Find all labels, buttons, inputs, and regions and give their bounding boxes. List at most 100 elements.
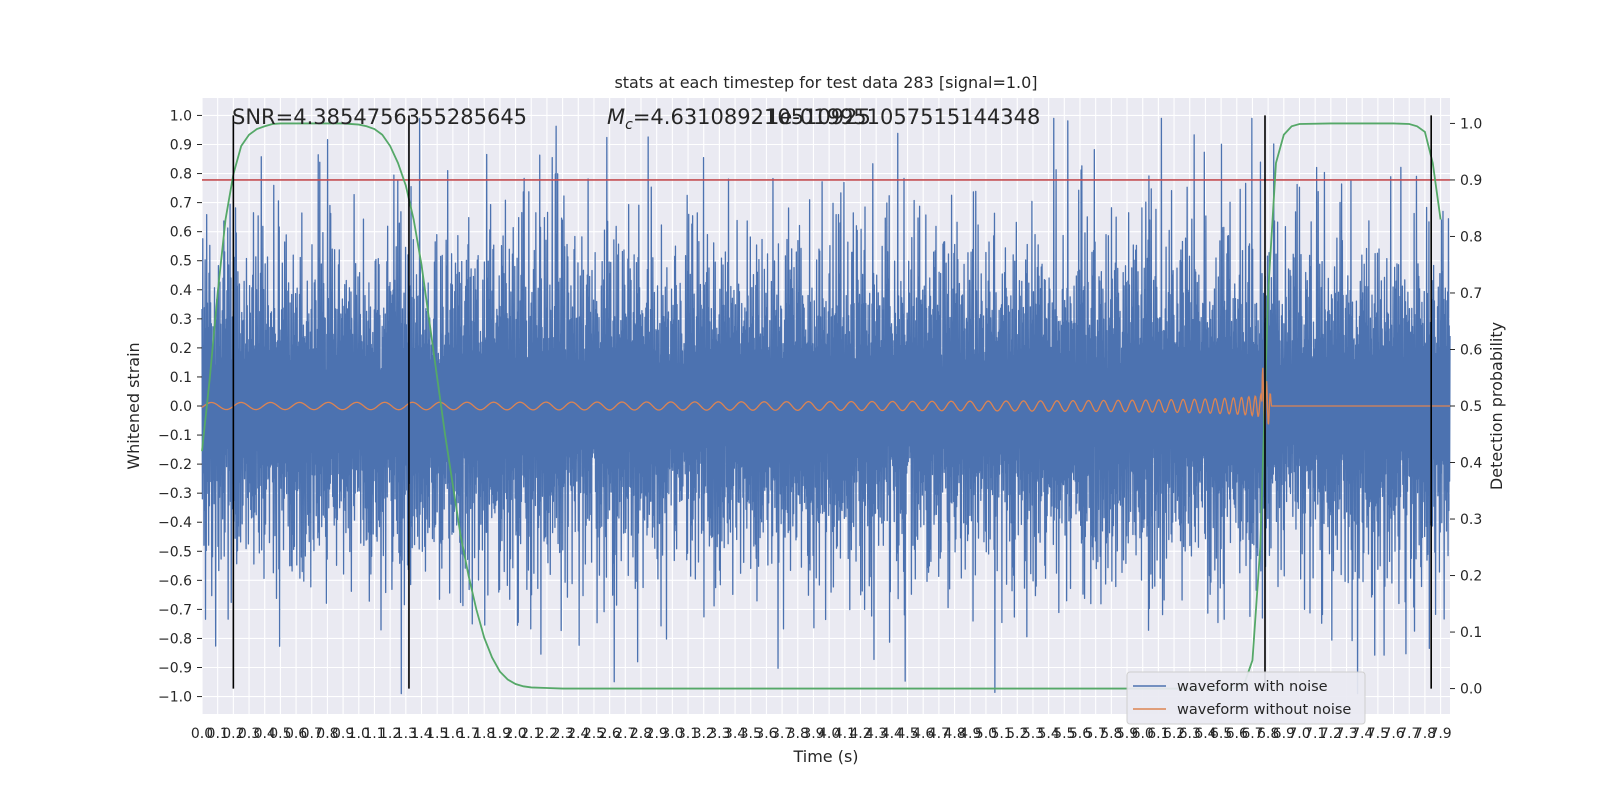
x-tick-label: 0.4 (254, 726, 276, 742)
y2-tick-label: 0.7 (1460, 286, 1482, 302)
y2-axis-ticks: 1.0 0.9 0.8 0.7 0.6 0.5 0.4 0.3 0.2 0.1 0.0 (1450, 116, 1482, 698)
x-tick-label: 1.9 (489, 726, 511, 742)
x-tick-label: 3.5 (740, 726, 762, 742)
y2-tick-label: 0.1 (1460, 625, 1482, 641)
x-tick-label: 6.4 (1194, 726, 1216, 742)
x-tick-label: 0.8 (316, 726, 338, 742)
x-tick-label: 1.7 (457, 726, 479, 742)
y-axis-ticks: 1.0 0.9 0.8 0.7 0.6 0.5 0.4 0.3 0.2 0.1 0.0 −0.1 −0.… (158, 108, 202, 706)
legend-label-noise: waveform with noise (1177, 679, 1328, 695)
x-axis-label: Time (s) (792, 747, 858, 766)
x-tick-label: 1.2 (379, 726, 401, 742)
x-tick-label: 3.0 (661, 726, 683, 742)
x-tick-label: 0.2 (222, 726, 244, 742)
clean-series (201, 367, 1450, 438)
x-tick-label: 4.0 (818, 726, 840, 742)
x-tick-label: 7.3 (1335, 726, 1357, 742)
y2-tick-label: 0.3 (1460, 512, 1482, 528)
y-tick-label: 0.8 (170, 167, 192, 183)
x-tick-label: 2.4 (567, 726, 589, 742)
x-tick-label: 4.7 (928, 726, 950, 742)
noise-series (201, 117, 1451, 695)
x-tick-label: 5.4 (1038, 726, 1060, 742)
noise-waveform-line (201, 117, 1451, 695)
x-tick-label: 1.1 (363, 726, 385, 742)
x-tick-label: 4.5 (896, 726, 918, 742)
x-tick-label: 3.8 (787, 726, 809, 742)
y-tick-label: 0.1 (170, 370, 192, 386)
x-tick-label: 7.8 (1414, 726, 1436, 742)
mc-value: =4.631089210510925 (633, 105, 871, 129)
x-tick-label: 6.2 (1163, 726, 1185, 742)
x-tick-label: 0.6 (285, 726, 307, 742)
x-tick-label: 7.5 (1367, 726, 1389, 742)
x-tick-label: 7.9 (1429, 726, 1451, 742)
mc-annotation: Mc=4.631089210510925 (607, 105, 871, 133)
x-tick-label: 4.9 (959, 726, 981, 742)
probability-series (201, 122, 1442, 690)
y-tick-label: −0.8 (158, 631, 192, 647)
snr-annotation: SNR=4.3854756355285645 (232, 105, 527, 129)
x-tick-label: 6.7 (1241, 726, 1263, 742)
x-tick-label: 0.0 (191, 726, 213, 742)
mc-subscript: c (625, 117, 633, 133)
x-tick-label: 5.9 (1116, 726, 1138, 742)
x-tick-label: 6.9 (1273, 726, 1295, 742)
x-tick-label: 4.2 (849, 726, 871, 742)
x-tick-label: 7.6 (1382, 726, 1404, 742)
x-tick-label: 6.8 (1257, 726, 1279, 742)
y2-tick-label: 0.0 (1460, 682, 1482, 698)
x-tick-label: 3.9 (802, 726, 824, 742)
x-tick-label: 1.3 (395, 726, 417, 742)
event-lines (232, 115, 1432, 689)
x-tick-label: 2.6 (599, 726, 621, 742)
x-tick-label: 3.3 (708, 726, 730, 742)
y-tick-label: −0.5 (158, 544, 192, 560)
y-axis-label: Whitened strain (124, 342, 143, 469)
legend: waveform with noise waveform without noi… (1126, 671, 1366, 725)
x-tick-label: 7.0 (1288, 726, 1310, 742)
x-tick-label: 5.2 (1006, 726, 1028, 742)
x-tick-label: 6.6 (1226, 726, 1248, 742)
y2-axis-label: Detection probability (1487, 322, 1506, 490)
x-tick-label: 1.5 (426, 726, 448, 742)
mc-symbol: M (607, 105, 625, 129)
x-tick-label: 3.7 (771, 726, 793, 742)
y-tick-label: 0.7 (170, 196, 192, 212)
x-tick-label: 2.9 (646, 726, 668, 742)
mc-overlap-annotation: 1e-019951057515144348 (766, 105, 1040, 129)
y-tick-label: −0.9 (158, 661, 192, 677)
y2-tick-label: 0.4 (1460, 456, 1482, 472)
x-tick-label: 1.8 (473, 726, 495, 742)
y-tick-label: −0.1 (158, 428, 192, 444)
x-tick-label: 7.1 (1304, 726, 1326, 742)
x-axis-ticks: 0.00.10.20.30.40.50.60.70.80.91.01.11.21… (191, 726, 1452, 742)
x-tick-label: 3.1 (677, 726, 699, 742)
x-tick-label: 0.3 (238, 726, 260, 742)
y-tick-label: −0.7 (158, 602, 192, 618)
x-tick-label: 7.4 (1351, 726, 1373, 742)
y2-tick-label: 0.2 (1460, 569, 1482, 585)
y-tick-label: −0.6 (158, 573, 192, 589)
y-tick-label: 0.0 (170, 399, 192, 415)
x-tick-label: 6.5 (1210, 726, 1232, 742)
x-tick-label: 1.0 (348, 726, 370, 742)
y-tick-label: 0.3 (170, 312, 192, 328)
x-tick-label: 2.7 (614, 726, 636, 742)
x-tick-label: 2.0 (504, 726, 526, 742)
y2-tick-label: 0.8 (1460, 229, 1482, 245)
y2-tick-label: 0.6 (1460, 342, 1482, 358)
y2-tick-label: 1.0 (1460, 116, 1482, 132)
x-tick-label: 0.9 (332, 726, 354, 742)
y-tick-label: 0.4 (170, 283, 192, 299)
x-tick-label: 4.8 (943, 726, 965, 742)
x-tick-label: 2.2 (536, 726, 558, 742)
y2-tick-label: 0.9 (1460, 173, 1482, 189)
x-tick-label: 6.1 (1147, 726, 1169, 742)
x-tick-label: 6.0 (1132, 726, 1154, 742)
y-tick-label: −0.4 (158, 515, 192, 531)
x-tick-label: 6.3 (1179, 726, 1201, 742)
y-tick-label: 0.5 (170, 254, 192, 270)
x-tick-label: 5.0 (975, 726, 997, 742)
